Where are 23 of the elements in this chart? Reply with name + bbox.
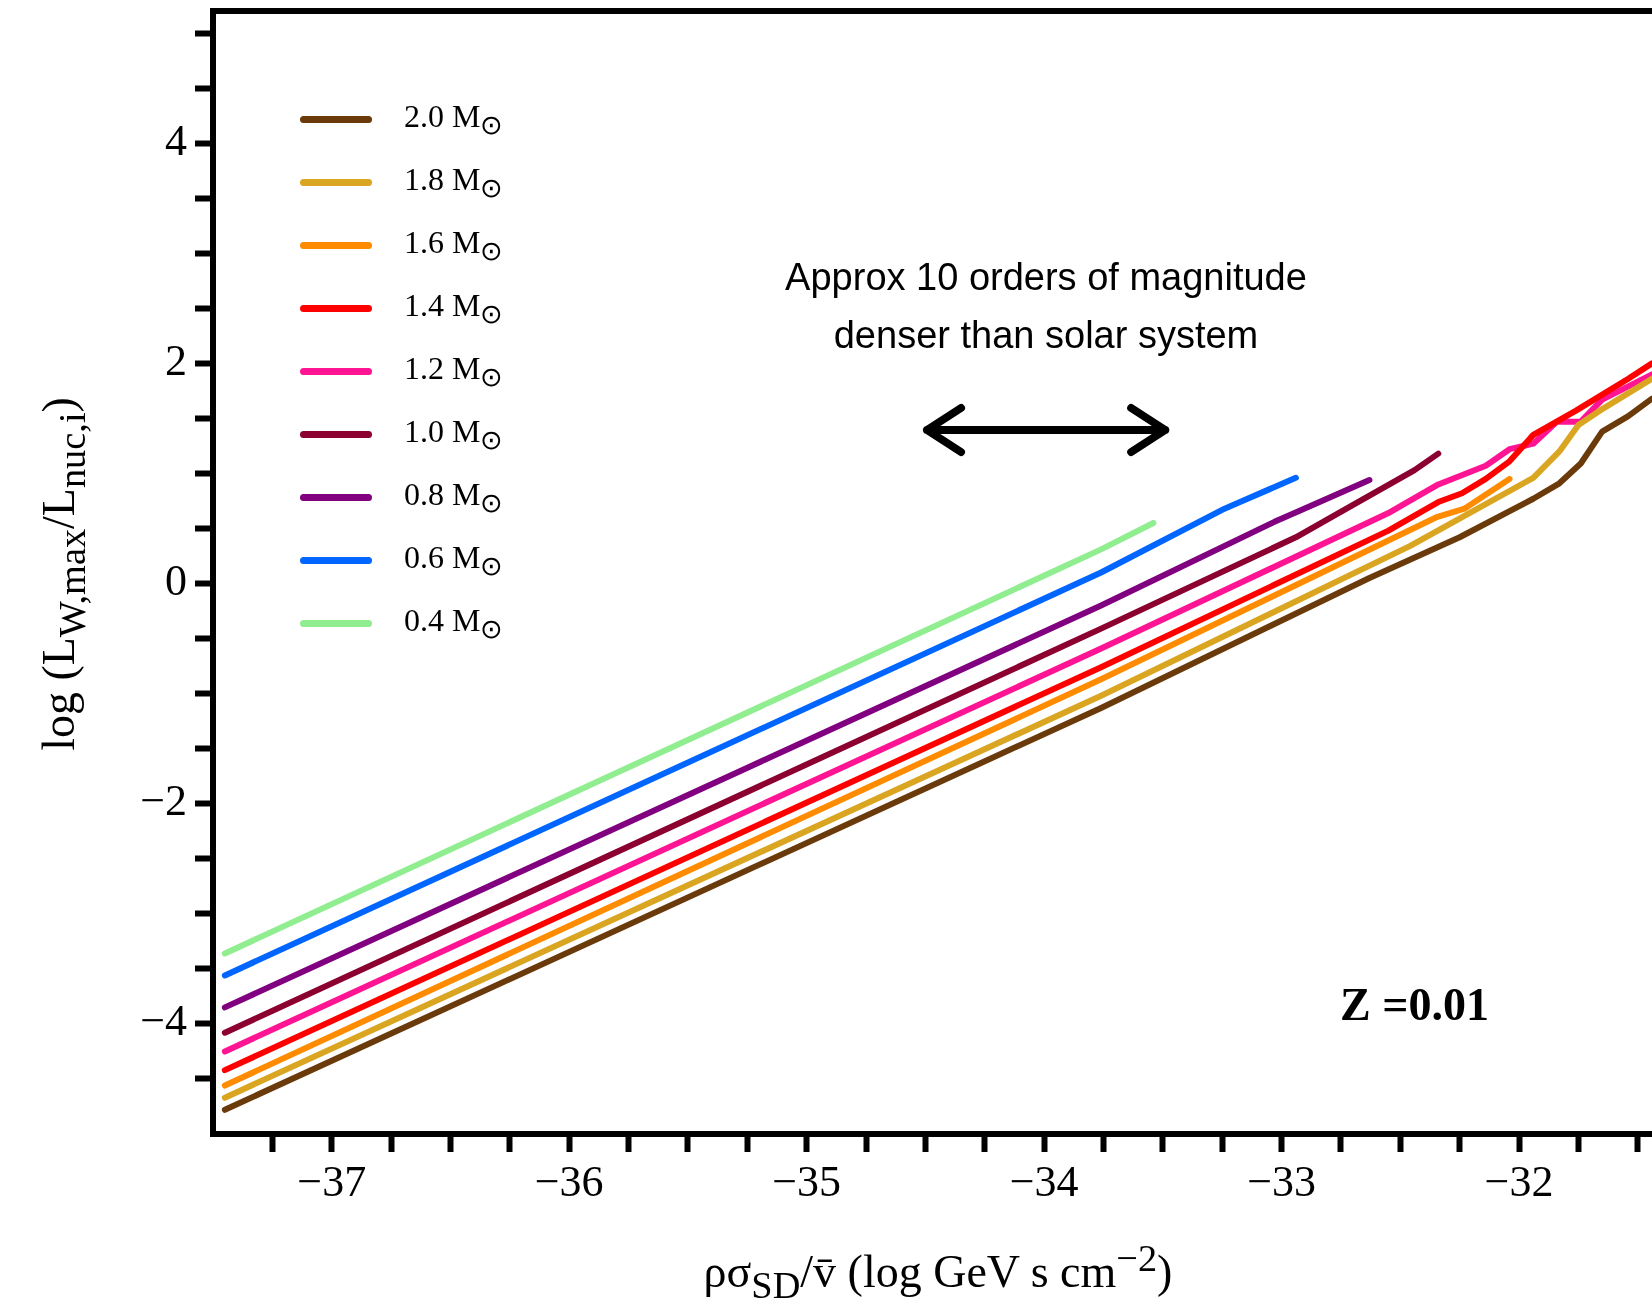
y-tick-label: −2: [140, 776, 187, 826]
x-tick-label: −34: [1009, 1156, 1079, 1206]
legend-label: 1.2 M$_{⊙}$: [404, 349, 504, 394]
x-tick-label: −32: [1484, 1156, 1554, 1206]
x-tick-label: −35: [772, 1156, 842, 1206]
y-tick-label: 4: [165, 115, 187, 165]
legend-label: 1.0 M$_{⊙}$: [404, 412, 504, 457]
x-tick-label: −36: [534, 1156, 604, 1206]
legend-label: 2.0 M$_{⊙}$: [404, 97, 504, 142]
x-tick-label: −37: [297, 1156, 367, 1206]
x-tick-label: −33: [1247, 1156, 1316, 1206]
legend-label: 0.4 M$_{⊙}$: [404, 601, 504, 646]
legend-label: 1.6 M$_{⊙}$: [404, 223, 504, 268]
annotation: Approx 10 orders of magnitude denser than solar system: [784, 255, 1308, 358]
x-axis-title: ρσ$_{SD}$/v̄ (log GeV s cm$^{−2}$): [702, 1236, 1174, 1307]
y-tick-label: −4: [140, 996, 187, 1046]
legend-label: 1.8 M$_{⊙}$: [404, 160, 504, 205]
y-tick-label: 2: [165, 335, 187, 385]
annotation: Z =0.01: [1340, 978, 1489, 1031]
legend-label: 0.6 M$_{⊙}$: [404, 538, 504, 583]
legend-label: 0.8 M$_{⊙}$: [404, 475, 504, 520]
y-tick-label: 0: [165, 556, 187, 606]
legend-label: 1.4 M$_{⊙}$: [404, 286, 504, 331]
